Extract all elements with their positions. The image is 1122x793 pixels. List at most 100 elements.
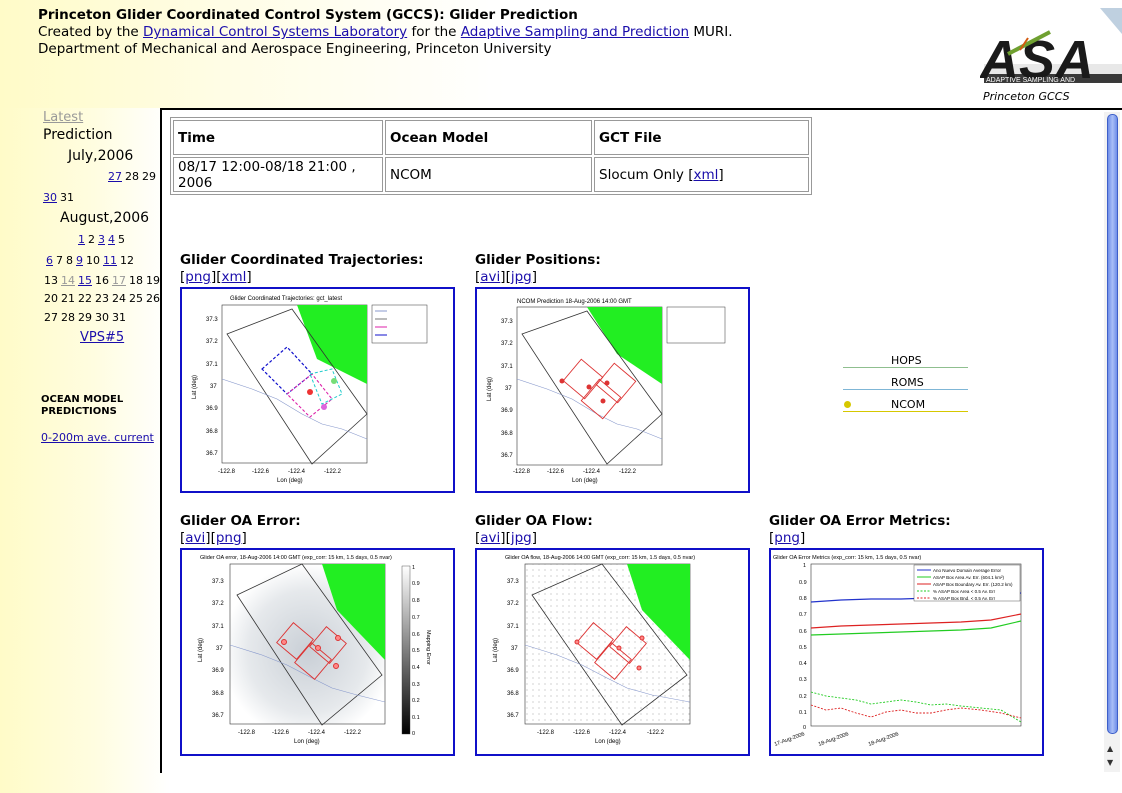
oa-error-metrics-plot: Glider OA Error Metrics (exp_corr: 15 km… (773, 555, 1022, 748)
model-legend: HOPS ROMS NCOM (843, 352, 968, 418)
gct-xml-link[interactable]: xml (693, 166, 719, 183)
x-label: Lon (deg) (277, 478, 303, 484)
calendar-day-link[interactable]: 11 (103, 254, 117, 267)
calendar-day-link[interactable]: 17 (112, 274, 126, 287)
y-tick: 36.8 (212, 691, 224, 697)
ocean-current-link[interactable]: 0-200m ave. current (41, 431, 154, 444)
calendar-day: 21 (61, 292, 75, 305)
calendar-day-link[interactable]: 1 (78, 233, 85, 246)
metrics-legend-entry: Ano Nuevo Domain Average Error (933, 568, 1001, 573)
scroll-up-icon[interactable]: ▲ (1107, 744, 1114, 753)
legend-item-ncom[interactable]: NCOM (843, 396, 968, 418)
legend-item-hops[interactable]: HOPS (843, 352, 968, 374)
calendar-day-link[interactable]: 27 (108, 170, 122, 183)
png-link[interactable]: png (185, 269, 211, 285)
calendar-day: 25 (129, 292, 143, 305)
calendar-day-link[interactable]: 9 (76, 254, 83, 267)
x-tick: 18-Aug-2006 (818, 731, 850, 748)
calendar-day: 2 (88, 233, 95, 246)
y-tick: 37 (505, 386, 512, 392)
oa-flow-plot: Glider OA flow, 18-Aug-2006 14:00 GMT (e… (493, 555, 695, 745)
legend-label: NCOM (891, 398, 926, 411)
calendar-day-link[interactable]: 14 (61, 274, 75, 287)
jpg-link[interactable]: jpg (510, 530, 532, 546)
section-links: [png] (769, 530, 806, 546)
y-tick: 37.3 (212, 579, 224, 585)
y-tick: 37.3 (501, 319, 513, 325)
avi-link[interactable]: avi (185, 530, 206, 546)
x-tick: -122.8 (513, 469, 531, 475)
fig-title: NCOM Prediction 18-Aug-2006 14:00 GMT (517, 299, 632, 305)
section-title-positions: Glider Positions: (475, 252, 601, 268)
calendar-month-july: July,2006 (68, 148, 134, 164)
vertical-scrollbar[interactable]: ▲ ▼ (1104, 112, 1120, 772)
legend-line (843, 367, 968, 368)
section-links: [avi][jpg] (475, 530, 538, 546)
lab-link[interactable]: Dynamical Control Systems Laboratory (143, 24, 408, 40)
y-tick: 37 (210, 384, 217, 390)
oa-error-metrics-figure[interactable]: Glider OA Error Metrics (exp_corr: 15 km… (769, 548, 1044, 756)
x-tick: -122.6 (252, 469, 270, 475)
sidebar-background (0, 0, 170, 793)
x-tick: -122.4 (308, 730, 326, 736)
calendar-day: 18 (129, 274, 143, 287)
y-label: Lat (deg) (192, 375, 198, 399)
gct-cell: Slocum Only [xml] (594, 157, 809, 192)
x-tick: -122.8 (218, 469, 236, 475)
jpg-link[interactable]: jpg (510, 269, 532, 285)
png-link[interactable]: png (215, 530, 242, 546)
oa-flow-figure[interactable]: Glider OA flow, 18-Aug-2006 14:00 GMT (e… (475, 548, 750, 756)
table-header-row: Time Ocean Model GCT File (173, 120, 809, 155)
y-label: Lat (deg) (198, 638, 204, 662)
y-tick: 36.8 (501, 431, 513, 437)
colorbar-tick: 0.6 (412, 632, 420, 638)
asap-logo: ASA ADAPTIVE SAMPLING AND (978, 4, 1122, 104)
calendar-day-link[interactable]: 30 (43, 191, 57, 204)
calendar-day: 22 (78, 292, 92, 305)
legend-item-roms[interactable]: ROMS (843, 374, 968, 396)
calendar-day: 29 (142, 170, 156, 183)
y-tick: 0.9 (799, 580, 807, 586)
colorbar-tick: 0.1 (412, 715, 420, 721)
y-tick: 36.8 (507, 691, 519, 697)
section-title-oa-flow: Glider OA Flow: (475, 513, 593, 529)
trajectories-figure[interactable]: Glider Coordinated Trajectories: gct_lat… (180, 287, 455, 493)
prediction-info-table: Time Ocean Model GCT File 08/17 12:00-08… (170, 117, 812, 195)
section-links: [avi][png] (180, 530, 247, 546)
vps-link[interactable]: VPS#5 (80, 330, 125, 345)
x-tick: -122.6 (272, 730, 290, 736)
calendar-day-link[interactable]: 15 (78, 274, 92, 287)
x-tick: -122.2 (619, 469, 637, 475)
xml-link[interactable]: xml (221, 269, 247, 285)
calendar-day-link[interactable]: 6 (46, 254, 53, 267)
legend-label: ROMS (891, 376, 924, 389)
scroll-down-icon[interactable]: ▼ (1107, 758, 1114, 767)
y-tick: 36.9 (501, 408, 513, 414)
latest-link[interactable]: Latest (43, 110, 84, 125)
positions-figure[interactable]: NCOM Prediction 18-Aug-2006 14:00 GMT 37… (475, 287, 750, 493)
fig-title: Glider Coordinated Trajectories: gct_lat… (230, 296, 342, 302)
png-link[interactable]: png (774, 530, 800, 546)
calendar-day: 30 (95, 311, 109, 324)
fig-title: Glider OA error, 18-Aug-2006 14:00 GMT (… (200, 555, 392, 561)
calendar-day: 31 (112, 311, 126, 324)
y-tick: 37.1 (507, 624, 519, 630)
gct-suffix: ] (718, 166, 724, 183)
table-header-cell: Ocean Model (385, 120, 592, 155)
oa-error-figure[interactable]: Glider OA error, 18-Aug-2006 14:00 GMT (… (180, 548, 455, 756)
calendar-day: 24 (112, 292, 126, 305)
x-tick: 18-Aug-2006 (868, 731, 900, 748)
calendar-day-link[interactable]: 3 (98, 233, 105, 246)
calendar-day-link[interactable]: 4 (108, 233, 115, 246)
scrollbar-thumb[interactable] (1107, 114, 1118, 734)
page-header: Princeton Glider Coordinated Control Sys… (38, 7, 733, 58)
gct-prefix: Slocum Only [ (599, 166, 694, 183)
department-line: Department of Mechanical and Aerospace E… (38, 41, 552, 57)
metrics-legend-entry: % ASAP Box Bnd. < 0.5 Av. Err (933, 596, 996, 601)
asap-link[interactable]: Adaptive Sampling and Prediction (460, 24, 690, 40)
y-tick: 36.8 (206, 429, 218, 435)
calendar-day: 7 (56, 254, 63, 267)
y-tick: 37.1 (212, 624, 224, 630)
avi-link[interactable]: avi (480, 269, 501, 285)
avi-link[interactable]: avi (480, 530, 501, 546)
